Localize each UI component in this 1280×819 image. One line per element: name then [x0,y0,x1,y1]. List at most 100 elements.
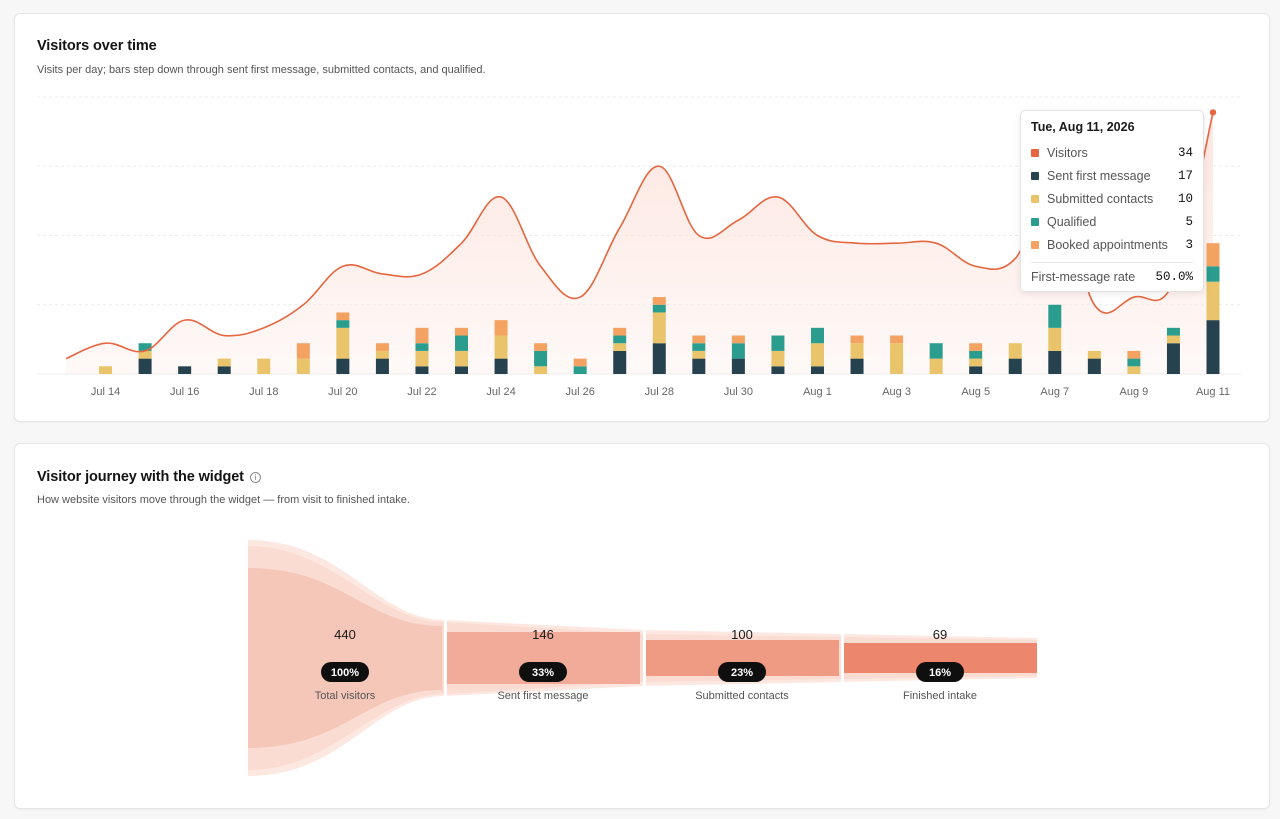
bar-segment [99,366,113,374]
tooltip-row: Visitors 34 [1031,141,1193,164]
tooltip-row-label: Visitors [1047,145,1088,160]
bar-segment [771,335,785,351]
bar-segment [969,358,983,367]
bar-segment [1087,358,1101,374]
funnel-stage-label: Total visitors [315,690,376,702]
tooltip-swatch [1031,240,1039,249]
tooltip-row-value: 34 [1177,145,1193,160]
bar-segment [217,358,231,367]
bar-segment [1127,366,1141,374]
x-tick-label: Aug 7 [1040,386,1069,398]
bar-segment [415,350,429,367]
bar-segment [1206,243,1220,267]
bar-segment [692,343,706,351]
bar-segment [178,366,192,374]
funnel-stage-label: Sent first message [497,690,588,702]
bar-segment [810,366,824,374]
funnel-stage-total-visitors [248,568,442,748]
journey-title-text: Visitor journey with the widget [37,469,244,485]
bar-segment [1008,358,1022,374]
x-tick-label: Jul 26 [565,386,594,398]
chart-tooltip: Tue, Aug 11, 2026 Visitors 34 Sent first m… [1020,110,1204,292]
tooltip-row: Submitted contacts 10 [1031,187,1193,210]
journey-subtitle: How website visitors move through the wi… [37,494,410,506]
tooltip-swatch [1031,194,1039,203]
bar-segment [771,366,785,374]
bar-segment [336,320,350,328]
bar-segment [731,358,745,374]
tooltip-row-label: Booked appointments [1047,237,1168,252]
bar-segment [1087,350,1101,359]
x-tick-label: Aug 3 [882,386,911,398]
bar-segment [929,358,943,374]
bar-segment [890,343,904,374]
x-tick-label: Jul 28 [645,386,674,398]
bar-segment [336,358,350,374]
x-tick-label: Aug 9 [1120,386,1149,398]
tooltip-row-label: Qualified [1047,214,1097,229]
bar-segment [217,366,231,374]
bar-segment [336,312,350,321]
x-tick-label: Aug 1 [803,386,832,398]
x-tick-label: Jul 22 [407,386,436,398]
bar-segment [415,343,429,351]
bar-segment [455,350,469,367]
tooltip-row: Booked appointments 3 [1031,233,1193,256]
funnel-stage-value: 146 [532,627,554,642]
bar-segment [455,335,469,351]
bar-segment [969,343,983,351]
tooltip-divider [1031,262,1193,263]
bar-segment [890,335,904,344]
x-tick-label: Aug 5 [961,386,990,398]
visitors-chart-subtitle: Visits per day; bars step down through s… [37,64,486,76]
bar-segment [494,320,508,336]
bar-segment [1206,281,1220,321]
bar-segment [257,358,271,374]
funnel-percent-pill [718,662,766,682]
bar-segment [138,350,152,359]
bar-segment [969,366,983,374]
visitors-active-point [1209,109,1217,116]
bar-segment [613,343,627,351]
bar-segment [296,358,310,374]
funnel-stage-value: 69 [933,627,947,642]
bar-segment [534,366,548,374]
bar-segment [771,350,785,367]
x-tick-label: Jul 14 [91,386,120,398]
bar-segment [1166,343,1180,374]
tooltip-row: Qualified 5 [1031,210,1193,233]
bar-segment [534,350,548,367]
bar-segment [494,335,508,359]
funnel-percent-pill [321,662,369,682]
visitors-over-time-card: Visitors over time Visits per day; bars … [14,13,1270,422]
funnel-halo-inner [248,546,1037,770]
bar-segment [138,358,152,374]
tooltip-rate-label: First-message rate [1031,270,1136,284]
x-tick-label: Jul 24 [486,386,515,398]
bar-segment [692,358,706,374]
journey-funnel: 440 100% Total visitors 146 33% Sent first me… [248,540,1037,776]
info-icon[interactable]: i [249,472,261,483]
bar-segment [1166,327,1180,336]
bar-segment [296,343,310,359]
visitors-chart-title: Visitors over time [37,38,157,54]
bar-segment [336,327,350,359]
funnel-stage-percent: 100% [331,667,359,679]
funnel-stage-value: 100 [731,627,753,642]
visitors-area [66,112,1213,374]
funnel-stage-label: Finished intake [903,690,977,702]
bar-segment [850,343,864,359]
bar-segment [415,366,429,374]
tooltip-rate-value: 50.0% [1155,270,1193,284]
bar-segment [1166,335,1180,344]
funnel-stage-value: 440 [334,627,356,642]
bar-segment [969,350,983,359]
tooltip-row-value: 10 [1177,191,1193,206]
bar-segment [573,358,587,367]
tooltip-rate-row: First-message rate 50.0% [1031,270,1193,284]
x-tick-label: Jul 16 [170,386,199,398]
bar-segment [1206,320,1220,374]
bar-segment [850,335,864,344]
bar-segment [494,358,508,374]
bar-segment [850,358,864,374]
